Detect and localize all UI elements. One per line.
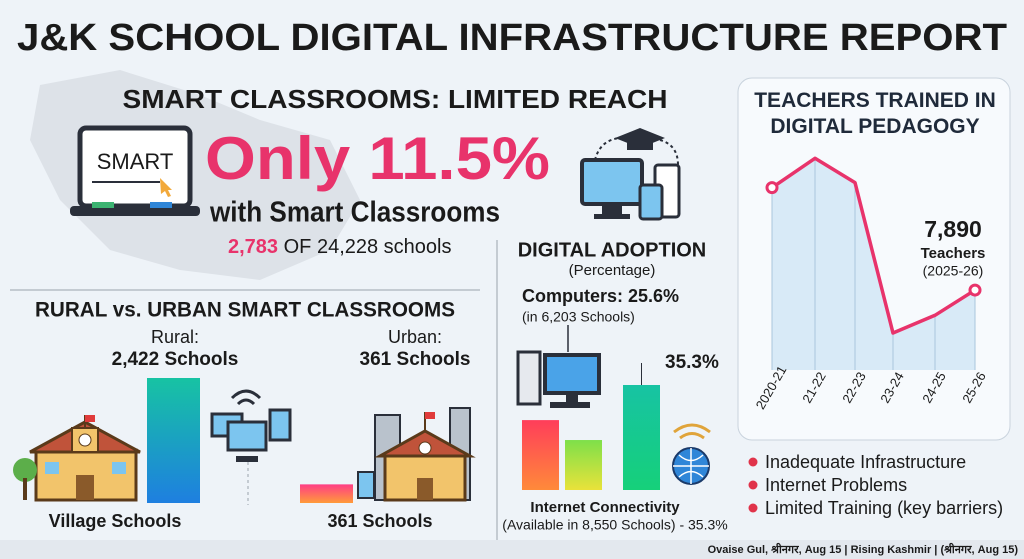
- bar: [522, 420, 559, 490]
- bar: [147, 378, 200, 503]
- page-title: J&K SCHOOL DIGITAL INFRASTRUCTURE REPORT: [17, 17, 1007, 59]
- bar: [623, 385, 660, 490]
- area: [772, 158, 975, 370]
- value-label: 361 Schools: [360, 349, 471, 370]
- group-label: Rural:: [151, 327, 199, 347]
- point: [968, 283, 982, 297]
- barrier: Inadequate Infrastructure: [765, 452, 966, 472]
- section-heading: SMART CLASSROOMS: LIMITED REACH: [123, 84, 668, 114]
- count-rest: OF 24,228 schools: [284, 236, 452, 258]
- board-text: SMART: [97, 149, 174, 174]
- point: [765, 181, 779, 195]
- map-silhouette: [30, 70, 360, 280]
- devices-icon: [210, 389, 292, 505]
- category-label: Village Schools: [49, 511, 182, 531]
- headline: Only 11.5%: [205, 125, 550, 192]
- value-label: 35.3%: [665, 352, 719, 373]
- annotation: (in 6,203 Schools): [522, 309, 635, 325]
- laptop-icon: [70, 125, 200, 216]
- city-school-icon: [357, 407, 476, 502]
- annotation: Teachers: [921, 245, 986, 262]
- devices-icon: [580, 128, 681, 221]
- bullet: [748, 480, 758, 490]
- bullet: [748, 457, 758, 467]
- chart-subtitle: (Percentage): [569, 262, 656, 279]
- chart-title: RURAL vs. URBAN SMART CLASSROOMS: [35, 299, 455, 322]
- footnote: Internet Connectivity: [530, 499, 680, 516]
- village-school-icon: [13, 415, 141, 502]
- annotation: (2025-26): [923, 263, 984, 279]
- barrier: Limited Training (key barriers): [765, 498, 1003, 518]
- bullet: [748, 503, 758, 513]
- footer-band: [0, 540, 1024, 559]
- bar: [565, 440, 602, 490]
- chart-title: TEACHERS TRAINED IN DIGITAL PEDAGOGY: [754, 89, 996, 138]
- bar: [300, 484, 353, 503]
- count-line: 2,783 OF 24,228 schools: [228, 236, 452, 258]
- barrier: Internet Problems: [765, 475, 907, 495]
- group-label: Urban:: [388, 327, 442, 347]
- computer-icon: [516, 325, 711, 485]
- subline: with Smart Classrooms: [209, 197, 500, 229]
- annotation: Computers: 25.6%: [522, 286, 679, 306]
- footer-source: Ovaise Gul, श्रीनगर, Aug 15 | Rising Kas…: [708, 542, 1019, 556]
- value-label: 2,422 Schools: [112, 349, 239, 370]
- footnote: (Available in 8,550 Schools) - 35.3%: [502, 517, 727, 533]
- chart-title: DIGITAL ADOPTION: [518, 239, 707, 261]
- line: [771, 156, 976, 335]
- value-label: 7,890: [924, 216, 982, 242]
- count: 2,783: [228, 236, 278, 258]
- category-label: 361 Schools: [327, 511, 432, 531]
